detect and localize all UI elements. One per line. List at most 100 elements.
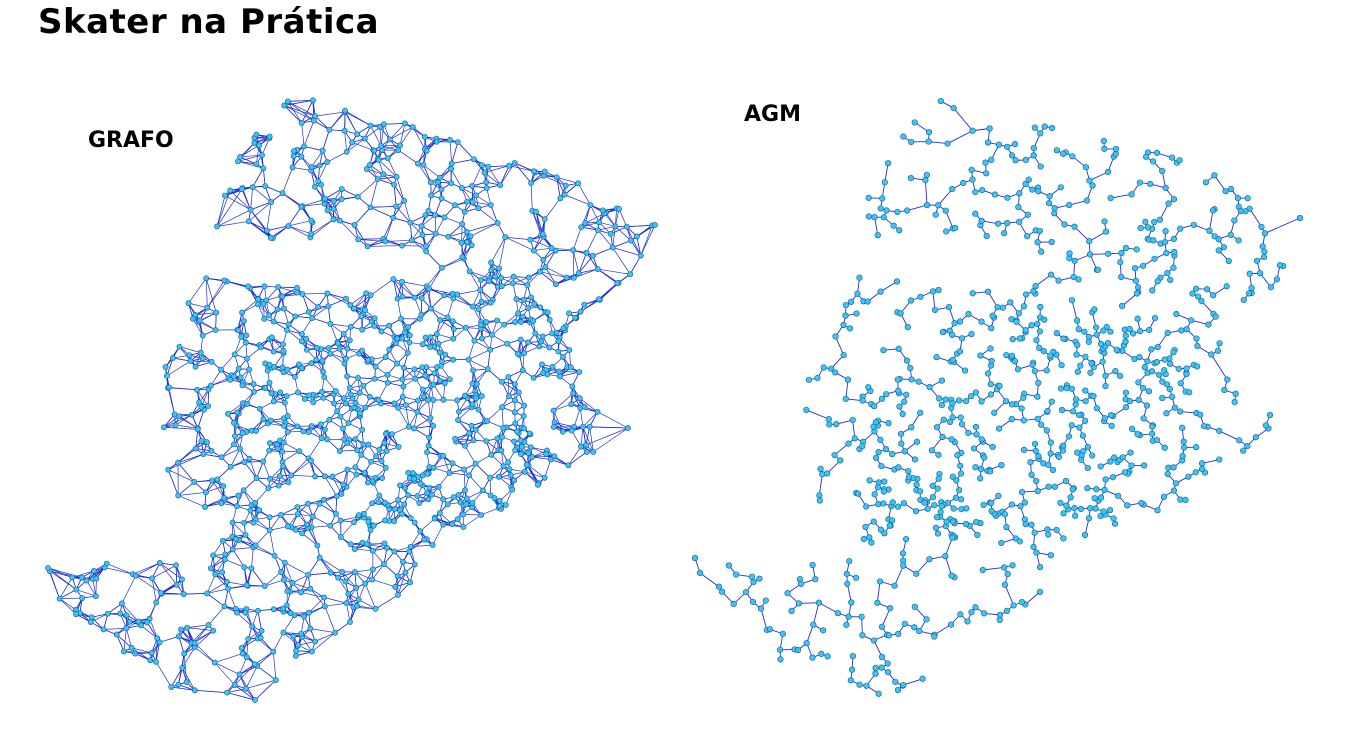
graph-edge xyxy=(490,237,506,263)
graph-edge xyxy=(183,593,208,595)
graph-edge xyxy=(284,105,315,121)
graph-edge xyxy=(381,144,401,147)
graph-edge xyxy=(302,203,325,207)
graph-edge xyxy=(177,462,195,483)
graph-edge xyxy=(383,217,394,239)
graph-edge xyxy=(472,368,489,384)
graph-edge xyxy=(463,514,482,528)
graph-edge xyxy=(402,245,426,247)
graph-edge xyxy=(382,144,401,151)
graph-edge xyxy=(151,564,177,579)
graph-edge xyxy=(239,665,258,675)
graph-edge xyxy=(379,127,382,147)
graph-edge xyxy=(214,662,240,675)
graph-edge xyxy=(291,460,312,476)
graph-edge xyxy=(387,158,397,178)
graph-edge xyxy=(234,336,242,355)
graph-edge xyxy=(206,574,216,594)
graph-edge xyxy=(310,219,334,238)
graph-edge xyxy=(95,578,97,597)
graph-edge xyxy=(322,129,330,151)
graph-edge xyxy=(59,598,77,615)
graph-edge xyxy=(338,571,356,578)
graph-edge xyxy=(472,370,476,392)
graph-edge xyxy=(292,167,312,171)
graph-edge xyxy=(491,334,508,344)
graph-edge xyxy=(468,475,484,491)
graph-edge xyxy=(179,415,199,429)
graph-edge xyxy=(308,597,325,613)
graph-edge xyxy=(239,144,260,158)
graph-edge xyxy=(484,165,510,173)
graph-edge xyxy=(614,208,618,227)
graph-edge xyxy=(311,632,336,652)
graph-edge xyxy=(310,588,326,607)
graph-edge xyxy=(573,268,598,279)
graph-edge xyxy=(291,475,316,477)
graph-edge xyxy=(370,125,382,147)
graph-edge xyxy=(580,426,584,447)
graph-edge xyxy=(92,578,97,597)
graph-edge xyxy=(245,679,276,690)
graph-edge xyxy=(447,298,454,318)
graph-edge xyxy=(546,453,569,466)
graph-edge xyxy=(383,123,406,125)
graph-edge xyxy=(472,201,491,206)
graph-edge xyxy=(257,651,274,667)
graph-edge xyxy=(410,531,421,547)
graph-edge xyxy=(340,521,355,538)
graph-edge xyxy=(229,190,251,211)
graph-edge xyxy=(354,207,371,226)
graph-edge xyxy=(282,450,300,463)
graph-edge xyxy=(319,557,331,574)
graph-edge xyxy=(559,371,580,377)
graph-edge xyxy=(300,574,309,593)
graph-edge xyxy=(241,299,259,313)
graph-edge xyxy=(401,281,427,287)
graph-edge xyxy=(539,271,557,285)
graph-edge xyxy=(636,236,642,256)
graph-edge xyxy=(403,200,411,223)
graph-edge xyxy=(370,207,394,219)
graph-edge xyxy=(545,250,556,268)
page-title: Skater na Prática xyxy=(38,2,380,42)
graph-edge xyxy=(398,149,419,164)
graph-edge xyxy=(181,647,196,668)
graph-edge xyxy=(449,472,470,476)
graph-edge xyxy=(457,407,472,421)
graph-edge xyxy=(461,187,473,203)
graph-edge xyxy=(254,488,269,504)
graph-edge xyxy=(239,657,247,675)
graph-edge xyxy=(216,188,243,227)
graph-edge xyxy=(396,176,405,201)
graph-edge xyxy=(329,111,346,131)
graph-edge xyxy=(389,123,406,140)
graph-edge xyxy=(291,458,309,476)
graph-edge xyxy=(357,178,378,197)
graph-edge xyxy=(166,360,191,377)
graph-edge xyxy=(311,527,318,546)
graph-edge xyxy=(310,460,326,477)
graph-edge xyxy=(475,195,492,206)
graph-edge xyxy=(194,642,215,663)
graph-edge xyxy=(554,422,575,428)
graph-edge xyxy=(107,603,123,614)
graph-edge xyxy=(553,403,572,411)
graph-edge xyxy=(489,465,504,479)
graph-edge xyxy=(371,563,385,580)
graph-edge xyxy=(339,220,359,240)
graph-edge xyxy=(210,554,226,569)
graph-edge xyxy=(308,572,331,576)
graph-edge xyxy=(205,278,208,308)
graph-edge xyxy=(330,323,351,328)
graph-edge xyxy=(292,574,309,584)
graph-edge xyxy=(278,286,298,289)
graph-edge xyxy=(486,420,504,429)
graph-edge xyxy=(584,204,591,224)
graph-edge xyxy=(428,417,431,438)
graph-edge xyxy=(224,188,243,196)
graph-edge xyxy=(592,247,613,257)
graph-edge xyxy=(344,110,358,135)
graph-edge xyxy=(324,476,338,497)
graph-edge xyxy=(239,142,255,158)
